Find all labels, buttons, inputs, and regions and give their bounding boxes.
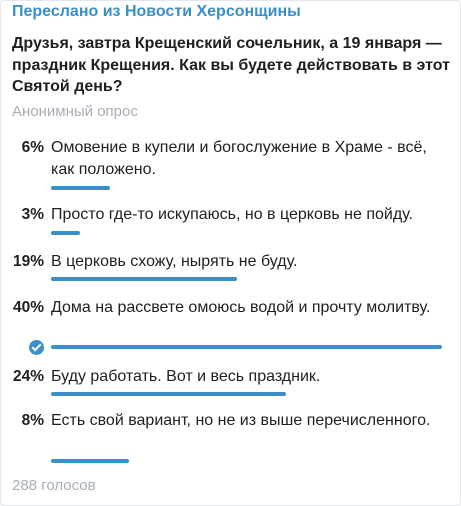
option-result-bar — [51, 231, 80, 235]
option-text: В церковь схожу, нырять не буду. — [51, 253, 298, 270]
option-percent: 40% — [12, 299, 44, 316]
option-percent: 6% — [21, 139, 44, 156]
option-result-bar — [51, 392, 286, 396]
poll-type-label: Анонимный опрос — [12, 103, 138, 120]
option-text: Просто где-то искупаюсь, но в церковь не… — [51, 206, 413, 223]
option-result-bar — [51, 186, 110, 190]
forwarded-from-link[interactable]: Переслано из Новости Херсонщины — [12, 3, 301, 20]
option-percent: 19% — [12, 253, 44, 270]
vote-count: 288 голосов — [12, 477, 96, 494]
option-result-bar — [51, 345, 442, 349]
option-text: Омовение в купели и богослужение в Храме… — [51, 139, 427, 178]
option-percent: 24% — [12, 368, 44, 385]
option-text: Дома на рассвете омоюсь водой и прочту м… — [51, 299, 431, 316]
option-text: Буду работать. Вот и весь праздник. — [51, 368, 321, 385]
poll-question: Друзья, завтра Крещенский сочельник, а 1… — [12, 35, 451, 95]
option-result-bar — [51, 277, 237, 281]
chosen-check-icon — [29, 340, 44, 355]
option-percent: 3% — [21, 206, 44, 223]
option-result-bar — [51, 459, 129, 463]
option-text: Есть свой вариант, но не из выше перечис… — [51, 412, 431, 429]
option-percent: 8% — [21, 412, 44, 429]
